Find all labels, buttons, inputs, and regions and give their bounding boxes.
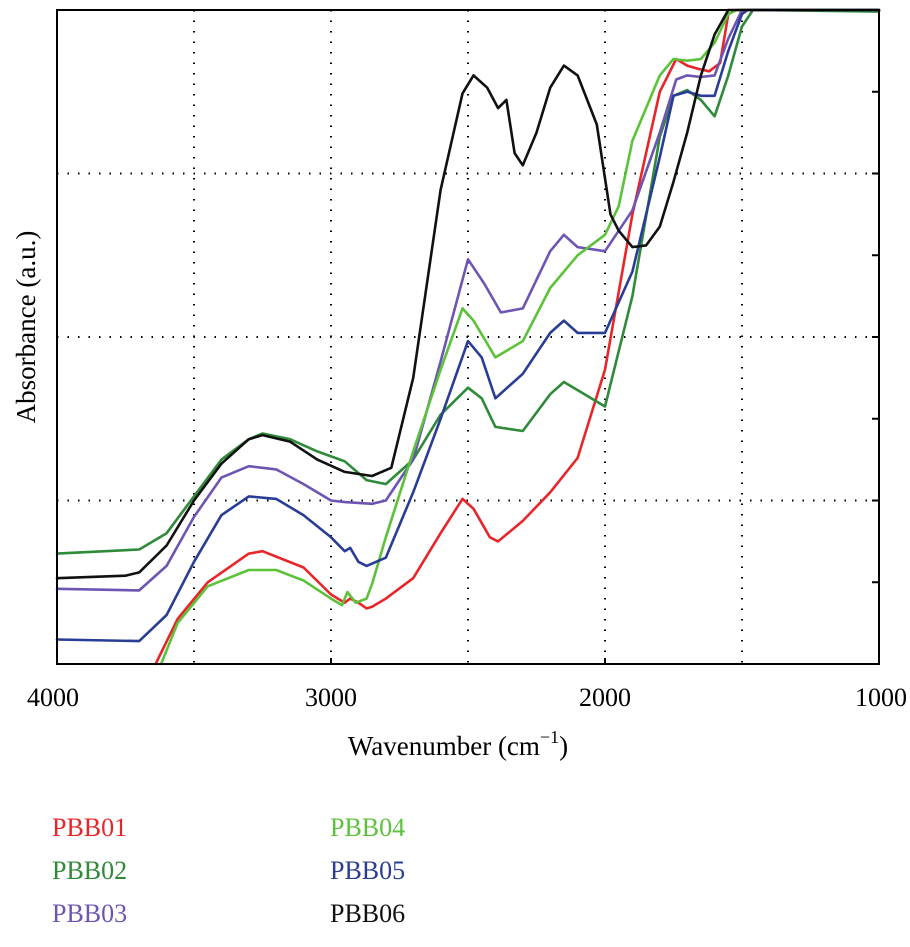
legend-item-pbb05: PBB05 bbox=[330, 856, 406, 885]
legend-item-pbb06: PBB06 bbox=[330, 899, 406, 928]
legend: PBB01 PBB04 PBB02 PBB05 PBB03 PBB06 bbox=[52, 808, 652, 934]
series-line-pbb03 bbox=[55, 8, 881, 592]
legend-item-pbb02: PBB02 bbox=[52, 856, 128, 885]
x-tick-label: 4000 bbox=[27, 683, 79, 712]
x-axis-title: Wavenumber (cm−1) bbox=[348, 727, 568, 761]
x-tick-label: 1000 bbox=[855, 683, 907, 712]
legend-item-pbb01: PBB01 bbox=[52, 813, 128, 842]
y-axis-title: Absorbance (a.u.) bbox=[11, 231, 41, 424]
axis-ticks bbox=[56, 90, 880, 664]
x-tick-label: 3000 bbox=[305, 683, 357, 712]
legend-item-pbb04: PBB04 bbox=[330, 813, 406, 842]
grid-lines bbox=[57, 10, 879, 664]
series-line-pbb06 bbox=[55, 8, 881, 580]
legend-item-pbb03: PBB03 bbox=[52, 899, 128, 928]
series-line-pbb01 bbox=[154, 8, 881, 666]
series-lines bbox=[55, 8, 881, 666]
x-tick-label: 2000 bbox=[579, 683, 631, 712]
tick-labels: 4000 3000 2000 1000 bbox=[27, 683, 907, 712]
series-line-pbb05 bbox=[55, 8, 881, 643]
series-line-pbb04 bbox=[159, 8, 881, 666]
chart: 4000 3000 2000 1000 Wavenumber (cm−1) Absor… bbox=[11, 8, 907, 761]
